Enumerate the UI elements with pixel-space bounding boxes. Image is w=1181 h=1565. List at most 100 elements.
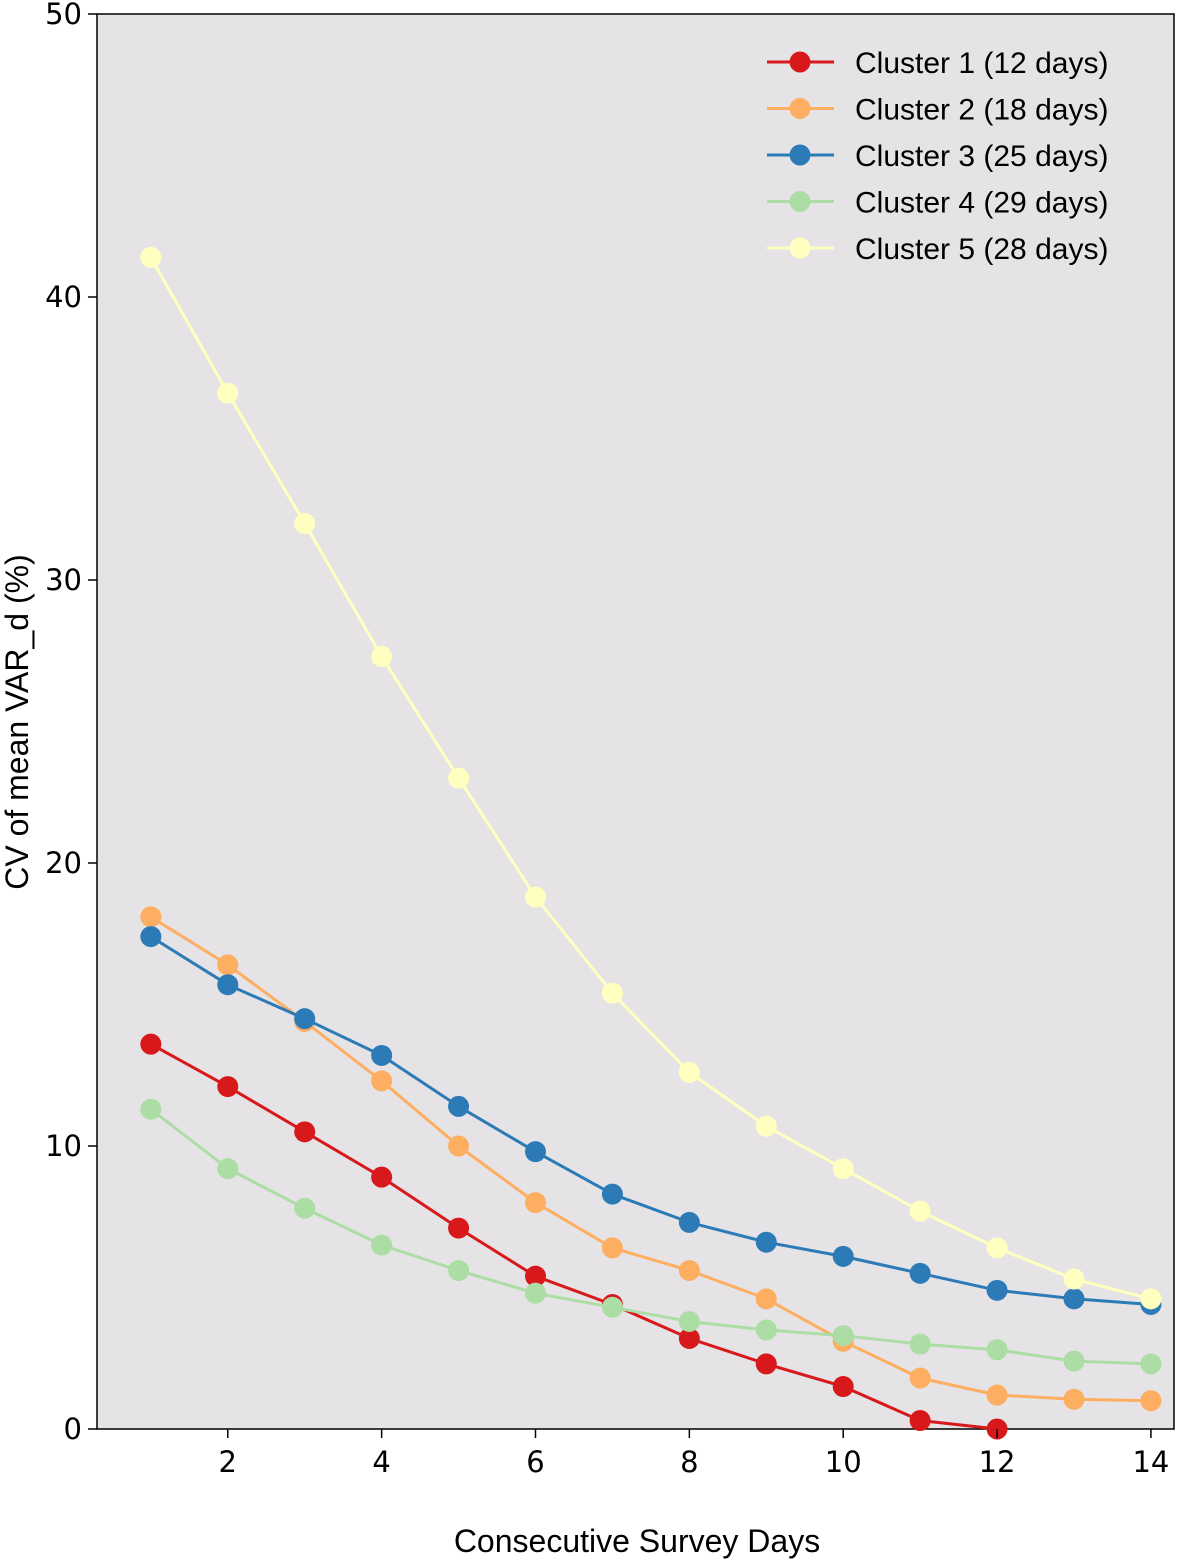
y-tick-label-30: 30	[45, 563, 82, 597]
series-1-point	[448, 1217, 470, 1239]
series-5-point	[217, 382, 239, 404]
series-2-point	[986, 1384, 1008, 1406]
series-2-point	[217, 954, 239, 976]
series-1-point	[524, 1265, 546, 1287]
x-tick-label-4: 4	[372, 1445, 390, 1479]
series-3-point	[986, 1279, 1008, 1301]
x-axis-label: Consecutive Survey Days	[454, 1523, 820, 1559]
series-5-point	[1140, 1288, 1162, 1310]
series-5-point	[678, 1061, 700, 1083]
legend-swatch-marker	[789, 191, 811, 212]
x-tick-label-6: 6	[526, 1445, 544, 1479]
series-2-point	[1140, 1390, 1162, 1412]
series-3-point	[1063, 1288, 1085, 1310]
series-5-point	[909, 1200, 931, 1222]
series-1-point	[371, 1166, 393, 1188]
series-3-point	[294, 1008, 316, 1030]
plot-area	[96, 13, 1175, 1430]
series-1-point	[909, 1410, 931, 1432]
y-tick-label-0: 0	[64, 1412, 82, 1446]
series-1-point	[755, 1353, 777, 1375]
x-tick-label-12: 12	[979, 1445, 1016, 1479]
legend-item-5: Cluster 5 (28 days)	[767, 233, 1108, 266]
legend-item-1: Cluster 1 (12 days)	[767, 47, 1108, 80]
legend-swatch-marker	[789, 98, 811, 119]
series-2-point	[601, 1237, 623, 1259]
series-4-point	[217, 1158, 239, 1180]
series-4-point	[601, 1296, 623, 1318]
series-5	[140, 246, 1162, 1310]
series-2-point	[524, 1192, 546, 1214]
series-3-point	[524, 1141, 546, 1163]
series-1-point	[832, 1376, 854, 1398]
series-5-point	[294, 512, 316, 534]
legend-item-2: Cluster 2 (18 days)	[767, 94, 1108, 127]
legend-item-4: Cluster 4 (29 days)	[767, 187, 1108, 220]
series-5-point	[1063, 1268, 1085, 1290]
legend-label: Cluster 3 (25 days)	[855, 140, 1108, 173]
series-5-point	[371, 645, 393, 667]
y-tick-label-40: 40	[45, 280, 82, 314]
series-3-point	[217, 974, 239, 996]
series-1-line	[150, 1042, 998, 1431]
series-4-point	[1063, 1350, 1085, 1372]
x-tick-label-10: 10	[825, 1445, 862, 1479]
series-4-line	[149, 1108, 1151, 1366]
series-5-point	[755, 1115, 777, 1137]
legend: Cluster 1 (12 days) Cluster 2 (18 days) Cl…	[767, 47, 1108, 266]
legend-label: Cluster 5 (28 days)	[855, 233, 1108, 266]
series-4-point	[678, 1310, 700, 1332]
legend-swatch-marker	[789, 51, 811, 73]
series-4-point	[294, 1197, 316, 1219]
series-4-point	[986, 1339, 1008, 1361]
series-4-point	[140, 1098, 162, 1120]
x-tick-label-2: 2	[219, 1445, 237, 1479]
series-5-point	[832, 1158, 854, 1180]
series-3-point	[909, 1262, 931, 1284]
series-5-point	[448, 767, 470, 789]
legend-label: Cluster 2 (18 days)	[855, 94, 1108, 127]
series-4-point	[755, 1319, 777, 1341]
series-4-point	[1140, 1353, 1162, 1375]
series-3-line	[150, 935, 1152, 1306]
series-3-point	[755, 1231, 777, 1253]
series-1-point	[140, 1033, 162, 1055]
series-1-point	[217, 1076, 239, 1098]
series-2-point	[1063, 1388, 1085, 1410]
legend-swatch-marker	[789, 144, 811, 166]
y-tick-label-20: 20	[45, 846, 82, 880]
legend-swatch-marker	[789, 237, 811, 259]
series-4-point	[524, 1282, 546, 1304]
series-4-point	[909, 1333, 931, 1355]
series-5-point	[986, 1237, 1008, 1259]
series-3-point	[371, 1044, 393, 1066]
series-2-point	[371, 1070, 393, 1092]
series-2-point	[140, 906, 162, 928]
series-4-point	[448, 1260, 470, 1282]
y-tick-label-50: 50	[45, 0, 82, 31]
series-1-point	[294, 1121, 316, 1143]
x-tick-label-14: 14	[1132, 1445, 1169, 1479]
series-1-point	[678, 1327, 700, 1349]
series-5-point	[524, 886, 546, 908]
axes-layer: 2 4 6 8 10 12 14 0 10 20 30 40 50	[45, 0, 1169, 1479]
series-2-point	[755, 1288, 777, 1310]
series-layer	[140, 246, 1162, 1440]
series-4	[140, 1098, 1162, 1375]
series-3-point	[601, 1183, 623, 1205]
series-5-point	[140, 246, 162, 268]
y-axis-label: CV of mean VAR_d (%)	[0, 554, 35, 890]
y-tick-label-10: 10	[45, 1129, 82, 1163]
legend-label: Cluster 4 (29 days)	[855, 187, 1108, 220]
legend-item-3: Cluster 3 (25 days)	[767, 140, 1108, 173]
legend-label: Cluster 1 (12 days)	[855, 47, 1108, 80]
series-2-point	[678, 1260, 700, 1282]
series-2-point	[909, 1367, 931, 1389]
series-3-point	[448, 1095, 470, 1117]
series-4-point	[371, 1234, 393, 1256]
series-2-line	[150, 915, 1151, 1403]
series-2-point	[448, 1135, 470, 1157]
series-3-point	[832, 1245, 854, 1267]
x-tick-label-8: 8	[680, 1445, 698, 1479]
